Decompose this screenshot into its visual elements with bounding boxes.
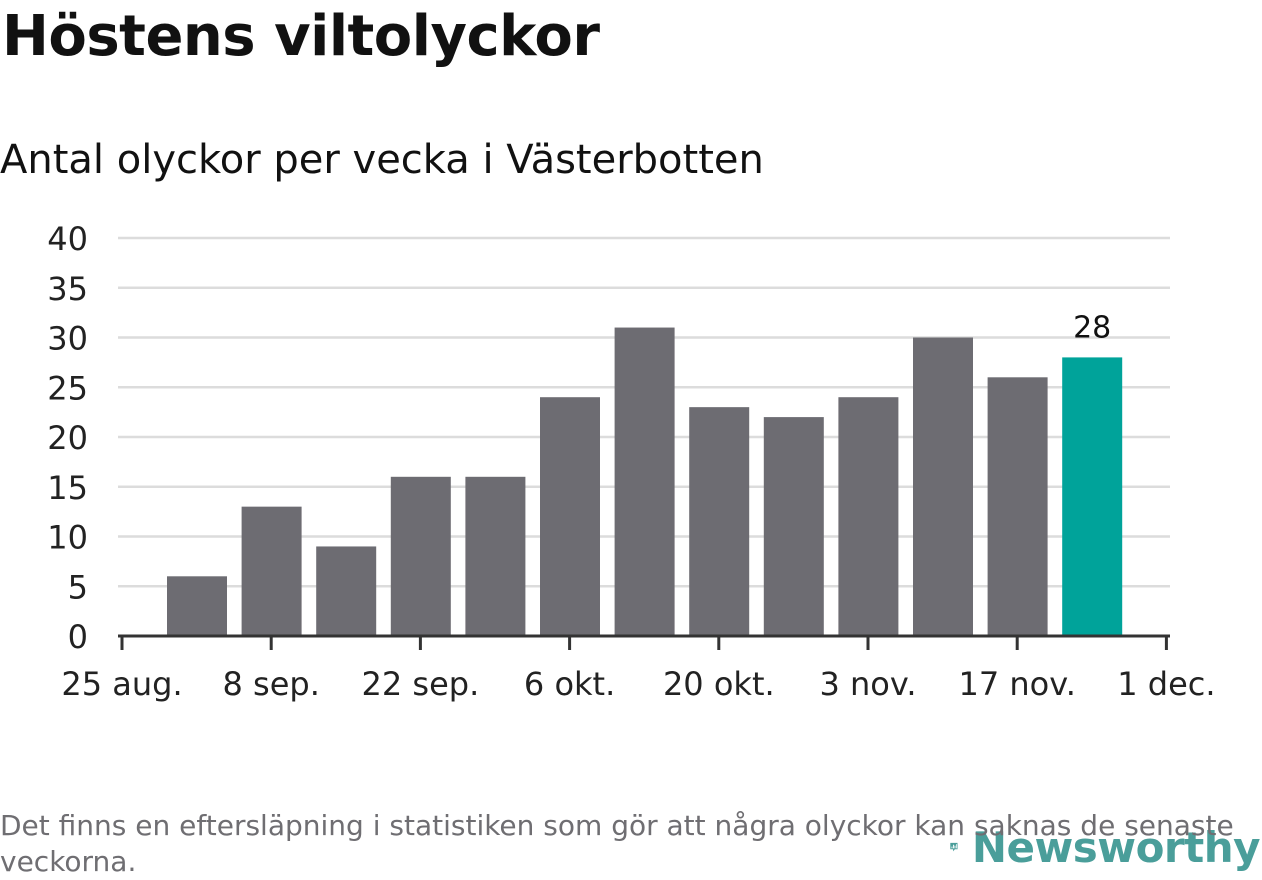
y-tick-label: 5 [68, 568, 88, 606]
x-tick-label: 17 nov. [959, 665, 1076, 703]
y-tick-label: 30 [47, 320, 88, 358]
bar [987, 377, 1048, 636]
bar [167, 576, 227, 636]
chart-subtitle: Antal olyckor per vecka i Västerbotten [0, 137, 764, 183]
y-tick-label: 35 [47, 270, 88, 308]
newsworthy-logo: Newsworthy [950, 816, 1261, 878]
bar [763, 417, 824, 636]
y-tick-label: 20 [47, 419, 88, 457]
bar [838, 397, 899, 636]
newsworthy-logo-icon [950, 842, 958, 852]
footnote: Det finns en eftersläpning i statistiken… [0, 809, 1234, 878]
labels: 0 5 10 15 20 25 30 35 40 28 25 aug. 8 sep. 22 sep. 6 … [47, 220, 1215, 703]
bar [390, 476, 451, 636]
x-tick-label: 20 okt. [663, 665, 775, 703]
bar [241, 506, 302, 636]
bars [167, 327, 1123, 636]
bar [913, 337, 973, 636]
chart-title: Höstens viltolyckor [2, 4, 600, 69]
x-tick-label: 25 aug. [61, 665, 182, 703]
bar [316, 546, 377, 636]
x-tick-label: 1 dec. [1117, 665, 1215, 703]
y-tick-label: 15 [47, 469, 88, 507]
x-tick-label: 3 nov. [819, 665, 916, 703]
axes [118, 634, 1170, 650]
y-tick-label: 0 [68, 618, 88, 656]
bar [540, 397, 600, 636]
x-tick-label: 22 sep. [362, 665, 480, 703]
bar-highlighted [1062, 357, 1123, 636]
y-tick-label: 40 [47, 220, 88, 258]
x-tick-label: 8 sep. [223, 665, 320, 703]
bar [614, 327, 675, 636]
bar [465, 476, 526, 636]
logo-text: Newsworthy [971, 822, 1261, 872]
x-tick-label: 6 okt. [524, 665, 615, 703]
data-label: 28 [1073, 310, 1111, 345]
y-tick-label: 25 [47, 369, 88, 407]
bar [689, 407, 750, 636]
y-tick-label: 10 [47, 519, 88, 557]
